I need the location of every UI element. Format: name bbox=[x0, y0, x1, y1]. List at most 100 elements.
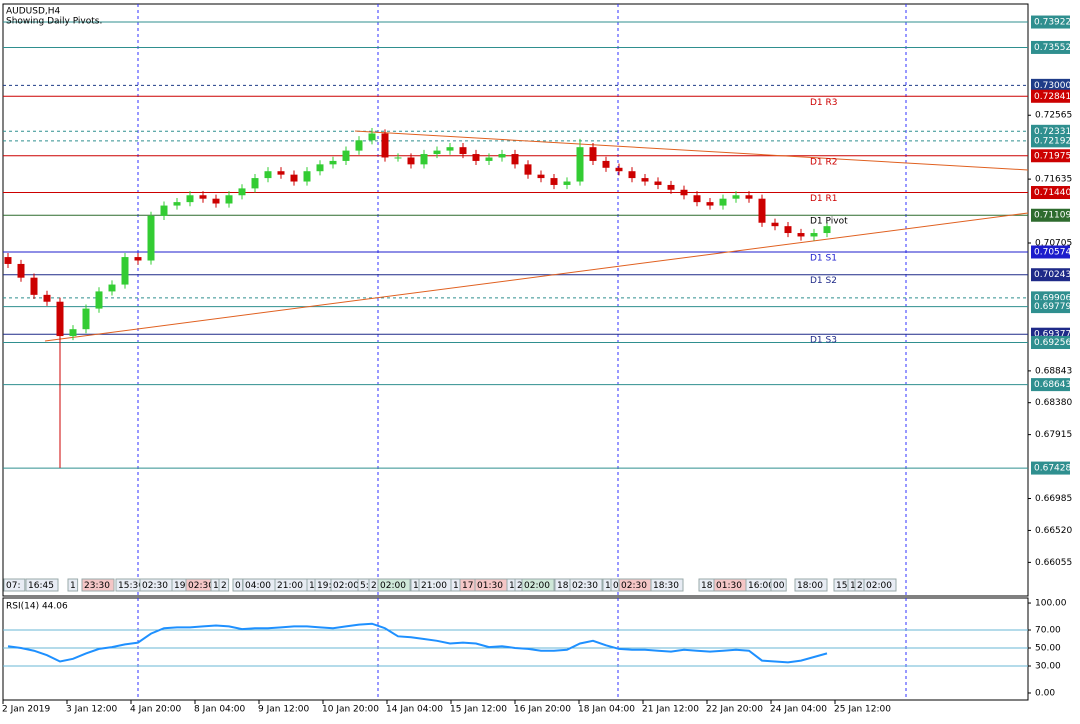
level-label: 0.73000 bbox=[1034, 81, 1071, 91]
level-label-box bbox=[1031, 15, 1070, 29]
level-label: 0.69256 bbox=[1034, 338, 1071, 348]
candle-body bbox=[264, 171, 272, 179]
x-tick-label: 10 Jan 20:00 bbox=[322, 705, 379, 715]
level-label: 0.72841 bbox=[1034, 92, 1071, 102]
candle-body bbox=[186, 195, 194, 203]
session-label: 0 bbox=[235, 581, 241, 591]
candle-body bbox=[342, 150, 350, 161]
level-label-box bbox=[1031, 378, 1070, 392]
level-label: 0.69377 bbox=[1034, 330, 1071, 340]
session-label: 1 bbox=[213, 581, 219, 591]
y-tick-label: 0.68843 bbox=[1035, 366, 1072, 376]
candle-body bbox=[706, 202, 714, 206]
session-label: 18: bbox=[701, 581, 715, 591]
candle-body bbox=[823, 226, 831, 234]
candle-body bbox=[407, 157, 415, 165]
session-label: 2 bbox=[857, 581, 863, 591]
candle-body bbox=[56, 301, 64, 337]
session-box bbox=[794, 578, 828, 592]
marks bbox=[3, 127, 1028, 667]
session-label: 01:30 bbox=[716, 581, 742, 591]
candle-body bbox=[277, 171, 285, 175]
level-label-box bbox=[1031, 134, 1070, 148]
level-label: 0.67428 bbox=[1034, 464, 1071, 474]
candle-body bbox=[797, 233, 805, 237]
level-label: 0.71440 bbox=[1034, 188, 1071, 198]
candle-body bbox=[667, 184, 675, 190]
candle-body bbox=[95, 291, 103, 309]
candle-body bbox=[420, 154, 428, 165]
candle-body bbox=[784, 226, 792, 234]
candle-body bbox=[576, 147, 584, 182]
session-label: 2 bbox=[517, 581, 523, 591]
level-label: 0.70243 bbox=[1034, 270, 1071, 280]
pivot-label: D1 R2 bbox=[810, 157, 838, 167]
chart-subtitle: Showing Daily Pivots. bbox=[6, 17, 102, 27]
pivot-label: D1 R1 bbox=[810, 194, 838, 204]
session-label: 04:00 bbox=[245, 581, 271, 591]
level-label-box bbox=[1031, 89, 1070, 103]
x-tick-label: 8 Jan 04:00 bbox=[194, 705, 246, 715]
candle-body bbox=[160, 205, 168, 216]
session-box bbox=[770, 578, 787, 592]
candle-body bbox=[563, 181, 571, 185]
candle-body bbox=[628, 171, 636, 179]
session-label: 1 bbox=[509, 581, 515, 591]
session-label: 02:30 bbox=[188, 581, 214, 591]
candle-body bbox=[225, 195, 233, 204]
level-label-box bbox=[1031, 300, 1070, 314]
candle-body bbox=[589, 147, 597, 161]
candle-body bbox=[446, 147, 454, 151]
session-label: 15:30 bbox=[118, 581, 144, 591]
period-separators bbox=[137, 4, 907, 700]
x-tick-label: 9 Jan 12:00 bbox=[258, 705, 310, 715]
level-label: 0.70574 bbox=[1034, 247, 1071, 257]
candle-body bbox=[173, 202, 181, 206]
level-label-box bbox=[1031, 78, 1070, 92]
session-label: 18: bbox=[557, 581, 571, 591]
candle-body bbox=[641, 178, 649, 182]
session-label: 19: bbox=[317, 581, 331, 591]
level-label: 0.72331 bbox=[1034, 127, 1071, 137]
rsi-line bbox=[7, 622, 828, 664]
candle-body bbox=[212, 198, 220, 204]
y-tick-label: 0.67915 bbox=[1035, 430, 1072, 440]
x-tick-label: 4 Jan 20:00 bbox=[130, 705, 182, 715]
candle-body bbox=[810, 233, 818, 237]
session-label: 18:00 bbox=[797, 581, 823, 591]
session-label: 07: bbox=[6, 581, 20, 591]
candle-body bbox=[238, 188, 246, 196]
main-panel-frame bbox=[2, 3, 1029, 597]
session-label: 19: bbox=[174, 581, 188, 591]
pivot-label: D1 Pivot bbox=[810, 217, 848, 227]
session-label: 18:30 bbox=[653, 581, 679, 591]
candle-body bbox=[82, 308, 90, 330]
x-tick-label: 24 Jan 04:00 bbox=[770, 705, 827, 715]
level-label: 0.73552 bbox=[1034, 43, 1071, 53]
y-tick-label: 70.00 bbox=[1035, 626, 1061, 636]
session-label: 1 bbox=[413, 581, 419, 591]
candle-body bbox=[550, 178, 558, 185]
session-box bbox=[67, 578, 79, 592]
session-label: 01:30 bbox=[477, 581, 503, 591]
candle-body bbox=[693, 195, 701, 203]
candle-body bbox=[654, 181, 662, 185]
session-box bbox=[569, 578, 603, 592]
x-tick-label: 22 Jan 20:00 bbox=[706, 705, 763, 715]
session-box bbox=[25, 578, 59, 592]
session-label: 17: bbox=[462, 581, 476, 591]
level-label-box bbox=[1031, 268, 1070, 282]
session-box bbox=[521, 578, 555, 592]
level-label-box bbox=[1031, 208, 1070, 222]
session-label: 2 bbox=[371, 581, 377, 591]
x-tick-label: 14 Jan 04:00 bbox=[386, 705, 443, 715]
candle-body bbox=[511, 154, 519, 165]
resistance-trendline bbox=[354, 130, 1029, 171]
x-tick-label: 21 Jan 12:00 bbox=[642, 705, 699, 715]
y-tick-label: 100.00 bbox=[1035, 599, 1067, 609]
candle-body bbox=[108, 284, 116, 292]
rsi-title: RSI(14) 44.06 bbox=[6, 602, 68, 612]
candle-body bbox=[537, 174, 545, 179]
candle-body bbox=[329, 160, 337, 165]
candle-body bbox=[134, 257, 142, 261]
